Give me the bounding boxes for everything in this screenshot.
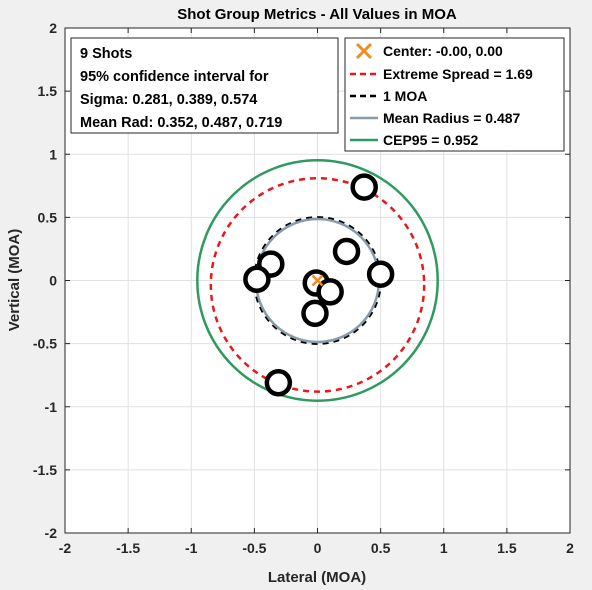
shot-point <box>243 265 271 293</box>
legend-center-marker <box>355 42 373 60</box>
y-tick-label: 0.5 <box>38 209 58 225</box>
legend-label-extreme-spread: Extreme Spread = 1.69 <box>383 66 533 82</box>
shot-point <box>316 278 344 306</box>
shot-point <box>332 237 361 266</box>
y-tick-label: -1.5 <box>33 462 57 478</box>
y-tick-label: 2 <box>49 20 57 36</box>
info-box-frame <box>70 37 339 134</box>
legend-label-center: Center: -0.00, 0.00 <box>383 43 503 59</box>
x-tick-label: 1.5 <box>497 540 517 556</box>
shot-point <box>301 299 329 328</box>
legend-label-1-moa: 1 MOA <box>383 88 427 104</box>
info-line-mean-rad: Mean Rad: 0.352, 0.487, 0.719 <box>80 115 282 131</box>
y-tick-label: 0 <box>49 273 57 289</box>
y-tick-label: -2 <box>45 525 58 541</box>
x-tick-label: -0.5 <box>242 540 266 556</box>
x-tick-label: 2 <box>566 540 574 556</box>
center-marker <box>311 274 324 287</box>
ticks: -2 -1.5 -1 -0.5 0 0.5 1 1.5 2 -2 -1.5 -1 -0.5 0 0.5 1 1.… <box>33 20 574 556</box>
info-box: 9 Shots 95% confidence interval for Sigm… <box>70 37 339 134</box>
y-tick-label: 1.5 <box>38 83 58 99</box>
x-tick-label: -2 <box>59 540 72 556</box>
center-x-stroke <box>311 274 324 287</box>
legend: Center: -0.00, 0.00 Extreme Spread = 1.6… <box>344 37 565 152</box>
legend-frame <box>344 37 565 152</box>
y-tick-label: 1 <box>49 146 57 162</box>
x-tick-label: 0.5 <box>371 540 391 556</box>
ring-cep95 <box>196 159 439 402</box>
x-tick-label: -1 <box>185 540 198 556</box>
x-tick-label: -1.5 <box>116 540 140 556</box>
info-line-ci: 95% confidence interval for <box>80 69 269 85</box>
y-axis-label: Vertical (MOA) <box>6 229 23 332</box>
info-line-shots: 9 Shots <box>80 46 132 62</box>
info-line-sigma: Sigma: 0.281, 0.389, 0.574 <box>80 92 257 108</box>
shot-point <box>366 260 395 288</box>
y-tick-label: -0.5 <box>33 336 57 352</box>
x-axis-label: Lateral (MOA) <box>268 569 366 586</box>
x-tick-label: 0 <box>314 540 322 556</box>
chart-title: Shot Group Metrics - All Values in MOA <box>177 6 457 23</box>
shot-point <box>350 173 378 201</box>
legend-label-mean-radius: Mean Radius = 0.487 <box>383 110 521 126</box>
x-tick-label: 1 <box>440 540 448 556</box>
legend-label-cep95: CEP95 = 0.952 <box>383 132 479 148</box>
ring-extreme <box>209 176 426 393</box>
shot-point <box>264 369 293 397</box>
y-tick-label: -1 <box>45 399 58 415</box>
